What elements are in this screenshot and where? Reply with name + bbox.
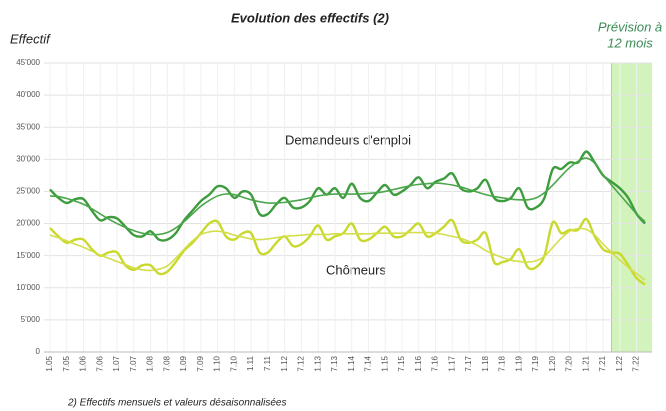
y-tick-label: 20'000 xyxy=(16,219,40,228)
series-line xyxy=(49,150,646,242)
y-tick-label: 15'000 xyxy=(16,251,40,260)
x-tick-label: 1.22 xyxy=(615,355,624,371)
x-tick-label: 7.12 xyxy=(297,355,306,371)
x-tick-label: 7.07 xyxy=(129,355,138,371)
y-tick-label: 45'000 xyxy=(16,58,40,67)
x-tick-label: 7.19 xyxy=(531,355,540,371)
series-line xyxy=(49,227,646,281)
annotation: Demandeurs d'emploi xyxy=(285,132,411,147)
annotation: Chômeurs xyxy=(326,262,386,277)
x-tick-label: 1.06 xyxy=(79,355,88,371)
x-tick-label: 7.08 xyxy=(162,355,171,371)
forecast-label: Prévision à xyxy=(598,19,662,34)
x-tick-label: 1.11 xyxy=(246,355,255,371)
x-tick-label: 1.19 xyxy=(514,355,523,371)
y-tick-label: 25'000 xyxy=(16,187,40,196)
x-tick-label: 7.13 xyxy=(330,355,339,371)
x-tick-label: 1.08 xyxy=(146,355,155,371)
x-tick-label: 1.17 xyxy=(447,355,456,371)
series-line xyxy=(49,217,646,286)
y-tick-label: 35'000 xyxy=(16,122,40,131)
x-tick-label: 7.17 xyxy=(464,355,473,371)
y-axis-label: Effectif xyxy=(10,31,51,46)
x-tick-label: 1.21 xyxy=(581,355,590,371)
x-tick-label: 1.13 xyxy=(313,355,322,371)
chart-title: Evolution des effectifs (2) xyxy=(231,10,389,25)
x-tick-label: 7.20 xyxy=(565,355,574,371)
y-tick-label: 0 xyxy=(36,347,41,356)
x-tick-label: 1.18 xyxy=(481,355,490,371)
x-tick-label: 1.05 xyxy=(45,355,54,371)
x-tick-label: 7.09 xyxy=(196,355,205,371)
x-tick-label: 7.22 xyxy=(632,355,641,371)
x-tick-label: 7.16 xyxy=(431,355,440,371)
x-tick-label: 1.20 xyxy=(548,355,557,371)
x-tick-label: 1.15 xyxy=(380,355,389,371)
y-tick-label: 5'000 xyxy=(21,315,41,324)
y-tick-label: 10'000 xyxy=(16,283,40,292)
x-tick-label: 7.06 xyxy=(95,355,104,371)
x-tick-label: 1.16 xyxy=(414,355,423,371)
x-tick-label: 1.09 xyxy=(179,355,188,371)
forecast-label: 12 mois xyxy=(607,35,653,50)
series-line xyxy=(49,157,646,236)
x-tick-label: 7.15 xyxy=(397,355,406,371)
x-tick-label: 1.10 xyxy=(213,355,222,371)
y-tick-label: 40'000 xyxy=(16,90,40,99)
x-tick-label: 7.05 xyxy=(62,355,71,371)
x-tick-label: 1.07 xyxy=(112,355,121,371)
y-tick-label: 30'000 xyxy=(16,154,40,163)
x-tick-label: 7.11 xyxy=(263,355,272,371)
x-tick-label: 7.18 xyxy=(498,355,507,371)
x-tick-label: 1.12 xyxy=(280,355,289,371)
footnote: 2) Effectifs mensuels et valeurs désaiso… xyxy=(67,398,286,409)
x-tick-label: 7.21 xyxy=(598,355,607,371)
x-tick-label: 1.14 xyxy=(347,355,356,371)
x-tick-label: 7.14 xyxy=(364,355,373,371)
x-tick-label: 7.10 xyxy=(229,355,238,371)
